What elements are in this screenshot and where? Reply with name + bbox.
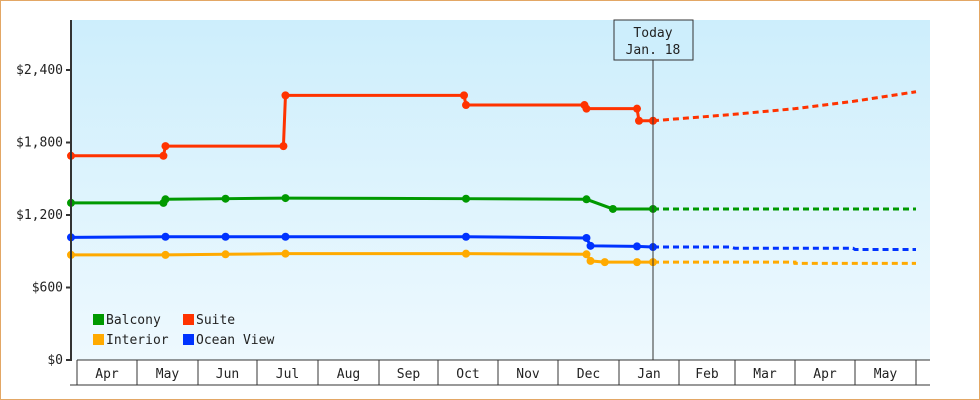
today-date: Jan. 18 bbox=[626, 43, 681, 58]
x-month-label: Oct bbox=[456, 367, 479, 382]
legend-swatch bbox=[93, 314, 104, 325]
plot-area bbox=[71, 20, 930, 360]
data-point-marker[interactable] bbox=[279, 142, 288, 151]
x-month-label: Apr bbox=[813, 367, 837, 382]
data-point-marker[interactable] bbox=[582, 195, 591, 204]
data-point-marker[interactable] bbox=[460, 91, 468, 100]
data-point-marker[interactable] bbox=[281, 91, 290, 100]
x-month-label: Jun bbox=[216, 367, 239, 382]
data-point-marker[interactable] bbox=[462, 101, 470, 110]
x-month-label: Sep bbox=[397, 367, 421, 382]
y-tick-label: $1,800 bbox=[16, 136, 63, 151]
data-point-marker[interactable] bbox=[462, 249, 470, 258]
legend-swatch bbox=[183, 314, 194, 325]
data-point-marker[interactable] bbox=[462, 194, 470, 203]
data-point-marker[interactable] bbox=[586, 256, 595, 265]
data-point-marker[interactable] bbox=[582, 104, 591, 113]
series-interior bbox=[67, 249, 916, 267]
data-point-marker[interactable] bbox=[221, 232, 230, 241]
x-month-label: Nov bbox=[516, 367, 540, 382]
x-month-label: Dec bbox=[577, 367, 600, 382]
data-point-marker[interactable] bbox=[582, 233, 591, 242]
data-point-marker[interactable] bbox=[161, 250, 170, 259]
data-point-marker[interactable] bbox=[586, 241, 595, 250]
data-point-marker[interactable] bbox=[633, 104, 641, 113]
legend-item-ocean-view[interactable]: Ocean View bbox=[196, 333, 274, 348]
legend: Balcony Suite Interior Ocean View bbox=[93, 313, 274, 348]
data-point-marker[interactable] bbox=[633, 258, 641, 267]
series-balcony bbox=[67, 194, 916, 213]
data-point-marker[interactable] bbox=[221, 250, 230, 259]
y-tick-label: $2,400 bbox=[16, 63, 63, 78]
x-month-label: May bbox=[874, 367, 898, 382]
today-label: Today bbox=[633, 26, 672, 41]
x-month-label: Jul bbox=[276, 367, 299, 382]
y-axis: $0 $600 $1,200 $1,800 $2,400 bbox=[16, 20, 72, 368]
data-point-marker[interactable] bbox=[159, 151, 168, 160]
legend-swatch bbox=[93, 334, 104, 345]
data-point-marker[interactable] bbox=[281, 249, 290, 258]
data-point-marker[interactable] bbox=[221, 194, 230, 203]
data-point-marker[interactable] bbox=[633, 242, 641, 251]
data-point-marker[interactable] bbox=[281, 232, 290, 241]
data-point-marker[interactable] bbox=[635, 116, 643, 125]
data-point-marker[interactable] bbox=[462, 232, 470, 241]
data-point-marker[interactable] bbox=[161, 195, 170, 204]
data-point-marker[interactable] bbox=[600, 258, 609, 267]
x-month-label: Feb bbox=[695, 367, 719, 382]
legend-item-balcony[interactable]: Balcony bbox=[106, 313, 161, 328]
legend-item-interior[interactable]: Interior bbox=[106, 333, 169, 348]
series-suite bbox=[67, 90, 917, 160]
data-point-marker[interactable] bbox=[161, 142, 170, 151]
data-point-marker[interactable] bbox=[281, 194, 290, 203]
y-tick-label: $1,200 bbox=[16, 208, 63, 223]
series-layer bbox=[67, 90, 917, 267]
legend-item-suite[interactable]: Suite bbox=[196, 313, 235, 328]
x-month-label: May bbox=[156, 367, 180, 382]
data-point-marker[interactable] bbox=[161, 232, 170, 241]
today-marker: Today Jan. 18 bbox=[613, 19, 694, 360]
x-month-label: Apr bbox=[95, 367, 119, 382]
data-point-marker[interactable] bbox=[582, 250, 591, 259]
x-axis: Apr May Jun Jul Aug Sep Oct Nov Dec Jan Feb Mar Apr M… bbox=[70, 359, 930, 386]
x-month-label: Jan bbox=[637, 367, 660, 382]
data-point-marker[interactable] bbox=[608, 204, 617, 213]
y-tick-label: $0 bbox=[47, 353, 63, 368]
x-month-label: Mar bbox=[753, 367, 777, 382]
series-ocean-view bbox=[67, 232, 916, 252]
legend-swatch bbox=[183, 334, 194, 345]
x-month-label: Aug bbox=[337, 367, 360, 382]
y-tick-label: $600 bbox=[32, 281, 63, 296]
